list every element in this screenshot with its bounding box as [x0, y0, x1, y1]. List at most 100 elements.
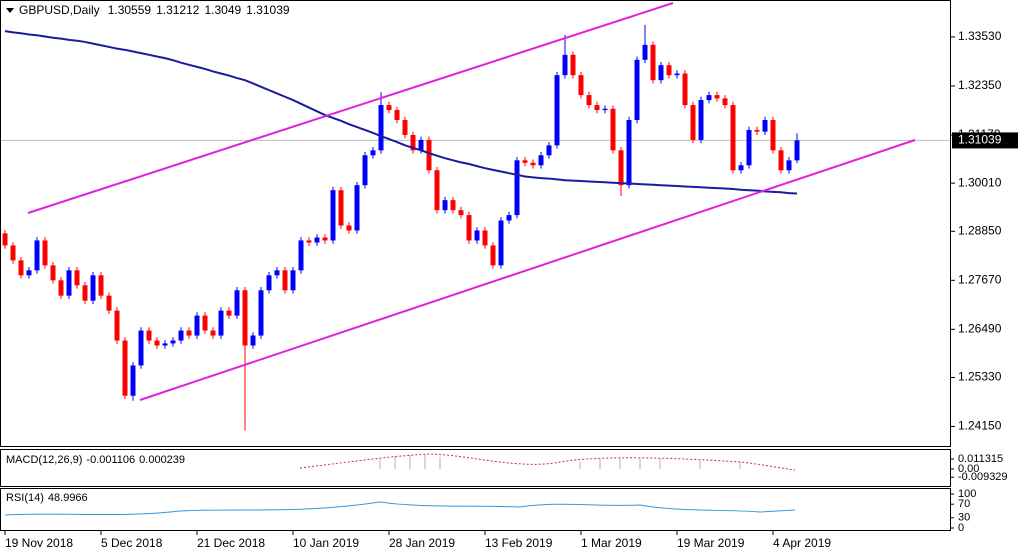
candle-body — [690, 105, 696, 140]
low: 1.3049 — [204, 3, 241, 17]
candle-body — [610, 108, 616, 151]
rsi-tick-label: 100 — [958, 488, 976, 500]
candle-body — [154, 340, 160, 346]
candle-body — [706, 95, 712, 101]
candle-body — [90, 275, 96, 301]
candle-body — [234, 290, 240, 316]
candle-body — [650, 44, 656, 81]
candle-body — [466, 215, 472, 241]
candle-body — [202, 315, 208, 331]
candle-body — [386, 105, 392, 111]
candle-body — [794, 140, 800, 161]
candle-body — [682, 73, 688, 106]
candle-body — [578, 75, 584, 96]
rsi-name: RSI(14) — [6, 492, 44, 504]
candle-body — [50, 265, 56, 281]
candle-body — [642, 44, 648, 60]
candle-body — [194, 315, 200, 336]
candle-body — [18, 260, 24, 276]
macd-tick-label: -0.009329 — [958, 471, 1008, 483]
x-tick-label: 28 Jan 2019 — [389, 536, 455, 550]
price-plot — [0, 24, 950, 431]
candle-body — [322, 237, 328, 241]
menu-arrow[interactable] — [6, 8, 14, 13]
macd-histogram — [379, 455, 741, 469]
y-tick-label: 1.27670 — [958, 272, 1002, 286]
candle-body — [730, 105, 736, 171]
candle-body — [546, 145, 552, 156]
candle-body — [298, 240, 304, 271]
candle-body — [226, 310, 232, 316]
candle-body — [82, 285, 88, 301]
candle-body — [594, 105, 600, 111]
candle-body — [178, 330, 184, 341]
candle-body — [130, 365, 136, 396]
candle-body — [146, 330, 152, 341]
y-tick-label: 1.33530 — [958, 29, 1002, 43]
x-tick-label: 13 Feb 2019 — [485, 536, 553, 550]
candle-body — [394, 110, 400, 121]
macd-main: -0.001106 — [86, 454, 135, 466]
candle-body — [418, 139, 424, 151]
candle-body — [722, 98, 728, 106]
chart-header: GBPUSD,Daily 1.30559 1.31212 1.3049 1.31039 — [19, 3, 290, 17]
candle-body — [602, 108, 608, 111]
candle-body — [538, 155, 544, 166]
trend-line — [27, 2, 674, 214]
candle-body — [514, 160, 520, 216]
high: 1.31212 — [156, 3, 200, 17]
candle-body — [2, 233, 8, 246]
candle-body — [10, 245, 16, 261]
candle-body — [114, 310, 120, 341]
candle-body — [674, 73, 680, 76]
candle-body — [370, 150, 376, 156]
candle-body — [162, 343, 168, 346]
candle-body — [738, 165, 744, 171]
candle-body — [634, 59, 640, 121]
rsi-tick-label: 70 — [958, 498, 970, 510]
candle-body — [138, 330, 144, 366]
candle-body — [490, 245, 496, 266]
candle-body — [66, 270, 72, 296]
candle-body — [98, 275, 104, 296]
candle-body — [266, 275, 272, 291]
candle-body — [250, 335, 256, 346]
candle-body — [290, 270, 296, 291]
trend-line — [139, 139, 916, 401]
price-box — [952, 132, 1018, 149]
candle-body — [210, 330, 216, 336]
candle-body — [218, 310, 224, 336]
candle-body — [698, 100, 704, 140]
macd-tick-label: 0.00 — [958, 463, 979, 475]
candle-body — [450, 200, 456, 211]
candle-body — [586, 95, 592, 106]
candle-body — [74, 270, 80, 286]
open: 1.30559 — [108, 3, 152, 17]
candle-body — [58, 280, 64, 296]
candle-body — [170, 340, 176, 344]
x-tick-label: 19 Mar 2019 — [677, 536, 745, 550]
candle-body — [402, 120, 408, 135]
rsi-tick-label: 30 — [958, 512, 970, 524]
candle-body — [626, 120, 632, 186]
candle-body — [778, 150, 784, 171]
y-tick-label: 1.26490 — [958, 321, 1002, 335]
y-tick-label: 1.28850 — [958, 223, 1002, 237]
candle-body — [26, 270, 32, 276]
candle-body — [714, 95, 720, 99]
rsi-curve — [4, 501, 796, 516]
candle-body — [474, 230, 480, 241]
candle-body — [106, 295, 112, 311]
rsi-frame — [0, 488, 951, 531]
candle-body — [570, 54, 576, 76]
moving-average — [4, 30, 798, 195]
candle-body — [330, 190, 336, 241]
candle-body — [786, 160, 792, 171]
candle-body — [346, 225, 352, 231]
x-tick-label: 5 Dec 2018 — [101, 536, 163, 550]
candle-body — [34, 240, 40, 271]
candle-body — [754, 129, 760, 132]
x-tick-label: 10 Jan 2019 — [293, 536, 359, 550]
